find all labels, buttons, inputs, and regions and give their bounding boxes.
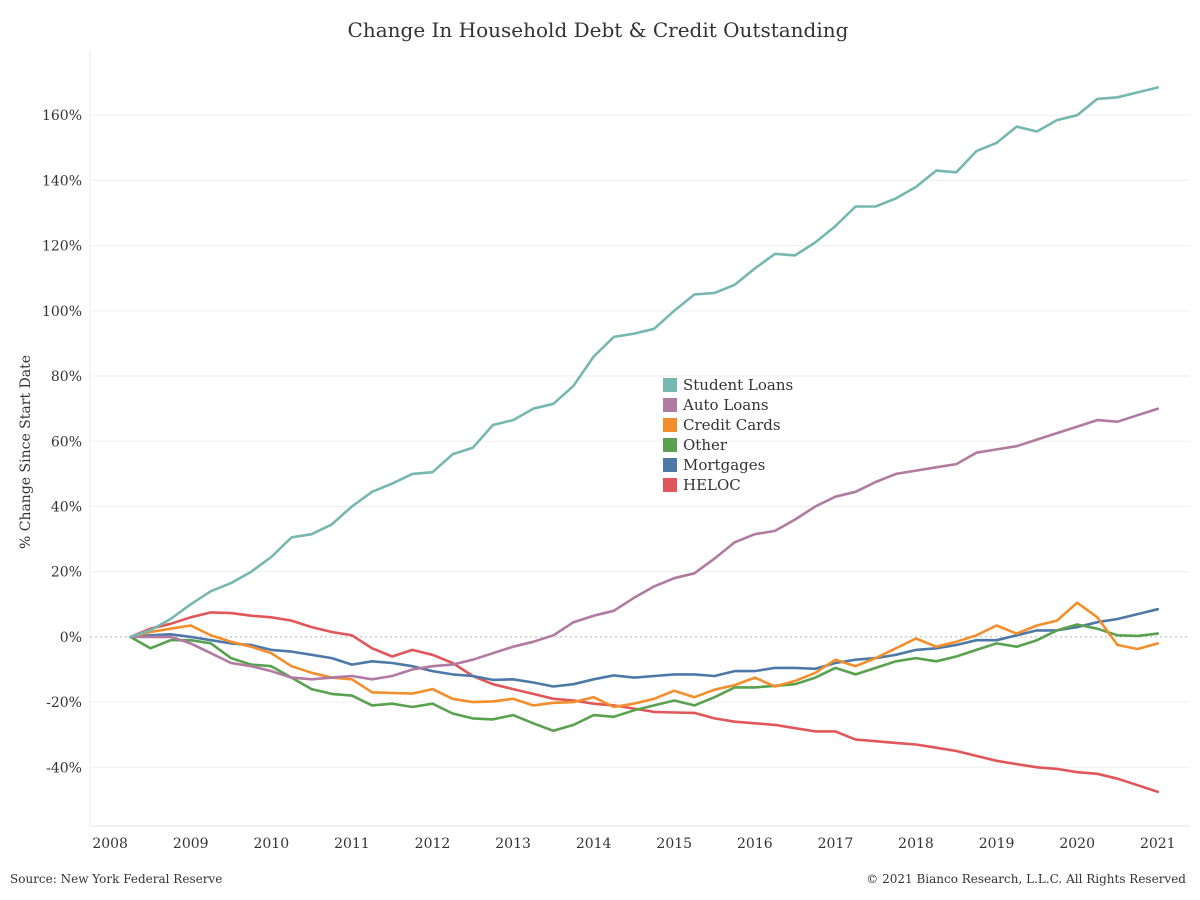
y-tick-label: 100% (42, 304, 82, 320)
legend-label-other: Other (683, 436, 728, 454)
y-tick-label: 120% (42, 239, 82, 255)
x-tick-label: 2011 (334, 836, 370, 852)
legend-label-credit-cards: Credit Cards (683, 416, 781, 434)
legend-label-student-loans: Student Loans (683, 376, 793, 394)
source-note: Source: New York Federal Reserve (10, 872, 223, 886)
x-tick-label: 2021 (1140, 836, 1176, 852)
legend-label-heloc: HELOC (683, 476, 741, 494)
y-tick-label: 80% (51, 369, 82, 385)
x-tick-label: 2010 (253, 836, 289, 852)
y-axis-label: % Change Since Start Date (18, 355, 34, 549)
legend: Student Loans Auto Loans Credit Cards Other… (663, 376, 793, 494)
legend-swatch-auto-loans (663, 398, 677, 412)
x-tick-label: 2014 (576, 836, 612, 852)
series-line-other (129, 623, 1160, 733)
legend-label-mortgages: Mortgages (683, 456, 765, 474)
legend-swatch-heloc (663, 478, 677, 492)
x-tick-label: 2019 (979, 836, 1015, 852)
plot-area (89, 50, 1190, 827)
legend-swatch-credit-cards (663, 418, 677, 432)
legend-swatch-mortgages (663, 458, 677, 472)
y-tick-label: -20% (46, 695, 82, 711)
series-line-student-loans (129, 86, 1160, 639)
x-tick-label: 2016 (737, 836, 773, 852)
x-tick-label: 2020 (1059, 836, 1095, 852)
series-lines (129, 86, 1160, 794)
y-tick-label: 0% (60, 630, 82, 646)
x-tick-label: 2013 (495, 836, 531, 852)
x-tick-label: 2012 (415, 836, 451, 852)
copyright-note: © 2021 Bianco Research, L.L.C. All Right… (866, 872, 1186, 886)
y-axis-ticks: -40% -20% 0% 20% 40% 60% 80% 100% 120% 140% 160% (42, 108, 82, 776)
y-tick-label: -40% (46, 760, 82, 776)
y-tick-label: 40% (51, 499, 82, 515)
x-tick-label: 2009 (173, 836, 209, 852)
chart-title: Change In Household Debt & Credit Outsta… (348, 18, 849, 42)
series-line-credit-cards (129, 601, 1160, 709)
x-axis-ticks: 2008 2009 2010 2011 2012 2013 2014 2015 2016 2017… (92, 836, 1175, 852)
x-tick-label: 2017 (818, 836, 854, 852)
legend-label-auto-loans: Auto Loans (682, 396, 769, 414)
y-tick-label: 140% (42, 173, 82, 189)
series-line-mortgages (129, 607, 1160, 688)
y-tick-label: 20% (51, 565, 82, 581)
legend-swatch-other (663, 438, 677, 452)
y-tick-label: 160% (42, 108, 82, 124)
x-tick-label: 2015 (656, 836, 692, 852)
legend-swatch-student-loans (663, 378, 677, 392)
x-tick-label: 2008 (92, 836, 128, 852)
x-tick-label: 2018 (898, 836, 934, 852)
series-line-heloc (129, 611, 1160, 794)
gridlines (90, 114, 1190, 768)
series-line-auto-loans (129, 407, 1160, 681)
y-tick-label: 60% (51, 434, 82, 450)
